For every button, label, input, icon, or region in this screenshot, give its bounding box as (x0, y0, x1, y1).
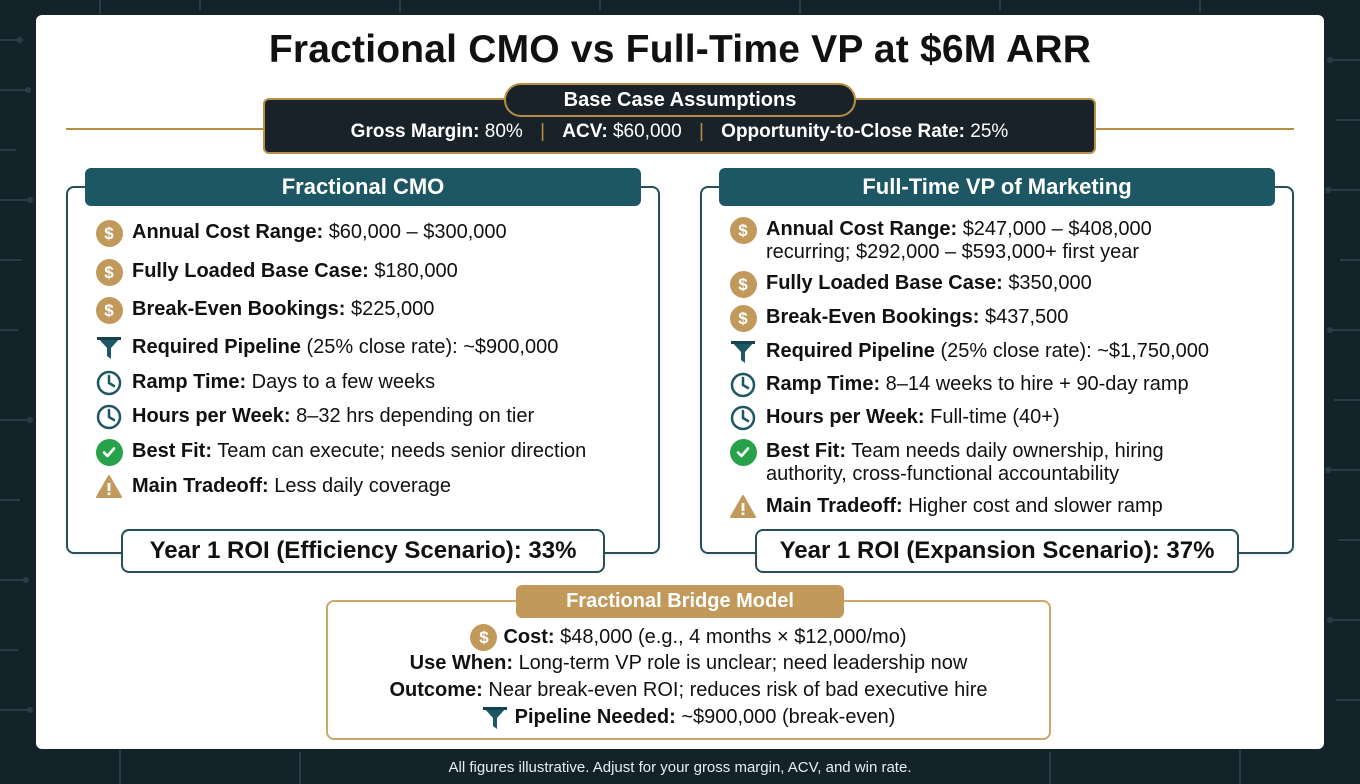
list-item: $ Fully Loaded Base Case: $350,000 (729, 270, 1092, 298)
clock-icon (729, 404, 757, 432)
bridge-header: Fractional Bridge Model (516, 585, 844, 618)
list-item: $ Fully Loaded Base Case: $180,000 (95, 258, 458, 286)
bridge-line: Outcome: Near break-even ROI; reduces ri… (389, 679, 988, 701)
list-item: $ Annual Cost Range: $60,000 – $300,000 (95, 219, 507, 247)
list-item: Required Pipeline (25% close rate): ~$90… (95, 336, 558, 362)
funnel-icon (482, 704, 509, 731)
dollar-icon: $ (95, 296, 123, 324)
assumption-value: 25% (970, 121, 1009, 142)
check-icon (729, 438, 757, 466)
funnel-icon (95, 334, 123, 362)
bridge-line: Pipeline Needed: ~$900,000 (break-even) (326, 704, 1051, 731)
fractional-roi: Year 1 ROI (Efficiency Scenario): 33% (121, 529, 605, 573)
dollar-icon: $ (729, 270, 757, 298)
clock-icon (729, 371, 757, 399)
list-item: Required Pipeline (25% close rate): ~$1,… (729, 340, 1209, 366)
dollar-icon: $ (729, 216, 757, 244)
assumptions-values: Gross Margin: 80% | ACV: $60,000 | Oppor… (263, 121, 1096, 143)
footer-note: All figures illustrative. Adjust for you… (448, 759, 912, 776)
list-item: Ramp Time: 8–14 weeks to hire + 90-day r… (729, 371, 1189, 399)
list-item: Best Fit: Team needs daily ownership, hi… (729, 438, 1164, 486)
clock-icon (95, 403, 123, 431)
dollar-icon: $ (95, 219, 123, 247)
divider-right (1096, 128, 1294, 130)
separator: | (540, 121, 546, 142)
divider-left (66, 128, 263, 130)
list-item: $ Break-Even Bookings: $437,500 (729, 304, 1068, 332)
list-item: $ Annual Cost Range: $247,000 – $408,000… (729, 216, 1152, 264)
fractional-header: Fractional CMO (85, 168, 641, 206)
warning-icon (95, 473, 123, 501)
check-icon (95, 438, 123, 466)
list-item: $ Break-Even Bookings: $225,000 (95, 296, 434, 324)
clock-icon (95, 369, 123, 397)
dollar-icon: $ (470, 624, 498, 651)
assumption-key: Gross Margin: (350, 121, 480, 142)
list-item: Main Tradeoff: Higher cost and slower ra… (729, 495, 1163, 521)
assumption-value: 80% (484, 121, 523, 142)
separator: | (698, 121, 704, 142)
fulltime-roi: Year 1 ROI (Expansion Scenario): 37% (755, 529, 1239, 573)
assumptions-label: Base Case Assumptions (504, 83, 856, 117)
dollar-icon: $ (95, 258, 123, 286)
bridge-line: $ Cost: $48,000 (e.g., 4 months × $12,00… (326, 624, 1051, 651)
dollar-icon: $ (729, 304, 757, 332)
warning-icon (729, 493, 757, 521)
list-item: Best Fit: Team can execute; needs senior… (95, 438, 586, 466)
bridge-box (326, 600, 1051, 740)
fulltime-panel (700, 186, 1294, 554)
list-item: Ramp Time: Days to a few weeks (95, 369, 435, 397)
list-item: Hours per Week: 8–32 hrs depending on ti… (95, 403, 534, 431)
assumption-key: ACV: (562, 121, 608, 142)
list-item: Main Tradeoff: Less daily coverage (95, 475, 451, 501)
fulltime-header: Full-Time VP of Marketing (719, 168, 1275, 206)
assumption-value: $60,000 (612, 121, 682, 142)
list-item: Hours per Week: Full-time (40+) (729, 404, 1060, 432)
assumption-key: Opportunity-to-Close Rate: (721, 121, 965, 142)
page-title: Fractional CMO vs Full-Time VP at $6M AR… (268, 28, 1092, 71)
bridge-line: Use When: Long-term VP role is unclear; … (409, 652, 968, 674)
fractional-panel (66, 186, 660, 554)
funnel-icon (729, 338, 757, 366)
